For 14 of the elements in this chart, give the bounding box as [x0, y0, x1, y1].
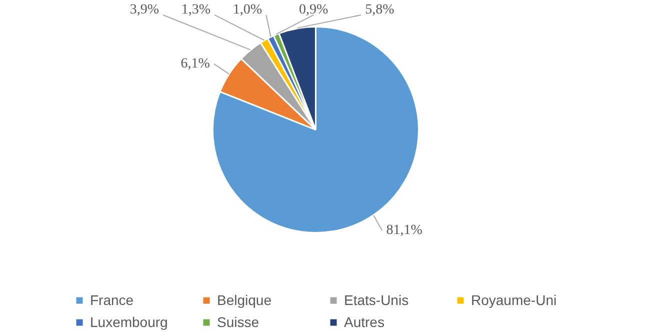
legend-label: France: [90, 292, 135, 308]
data-label: 3,9%: [130, 2, 160, 18]
data-label: 1,0%: [232, 2, 262, 18]
legend-label: Royaume-Uni: [471, 292, 558, 308]
legend-label: Suisse: [217, 314, 260, 330]
legend-label: Belgique: [217, 292, 272, 308]
data-label: 81,1%: [386, 223, 423, 238]
legend-label: Autres: [344, 314, 386, 330]
data-label: 5,8%: [365, 2, 395, 18]
data-label: 0,9%: [298, 2, 328, 18]
legend-label: Luxembourg: [90, 314, 169, 330]
legend-label: Etats-Unis: [344, 292, 410, 308]
data-label: 1,3%: [181, 2, 211, 18]
data-label: 6,1%: [180, 56, 210, 72]
